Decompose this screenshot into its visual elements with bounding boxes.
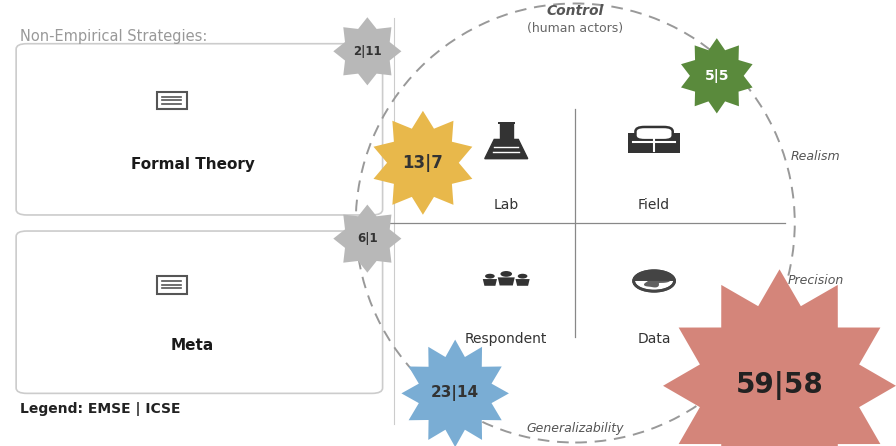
- Circle shape: [485, 274, 495, 279]
- Text: 13|7: 13|7: [402, 154, 444, 172]
- Text: Non-Empirical Strategies:: Non-Empirical Strategies:: [20, 29, 207, 44]
- Text: Realism: Realism: [790, 149, 840, 163]
- FancyBboxPatch shape: [497, 122, 515, 124]
- FancyBboxPatch shape: [628, 133, 680, 153]
- Polygon shape: [483, 279, 497, 286]
- Circle shape: [633, 271, 675, 291]
- Polygon shape: [333, 205, 401, 273]
- FancyBboxPatch shape: [16, 231, 383, 393]
- FancyBboxPatch shape: [16, 44, 383, 215]
- FancyBboxPatch shape: [157, 91, 187, 109]
- Polygon shape: [401, 339, 509, 446]
- Text: Lab: Lab: [494, 198, 519, 212]
- Text: Formal Theory: Formal Theory: [131, 157, 254, 172]
- Circle shape: [501, 271, 512, 277]
- Polygon shape: [681, 38, 753, 113]
- Polygon shape: [485, 140, 528, 159]
- Text: Legend: EMSE | ICSE: Legend: EMSE | ICSE: [20, 402, 180, 416]
- FancyBboxPatch shape: [635, 127, 673, 140]
- FancyBboxPatch shape: [157, 276, 187, 294]
- Polygon shape: [333, 17, 401, 85]
- Polygon shape: [663, 269, 896, 446]
- Text: Respondent: Respondent: [465, 332, 547, 346]
- Text: 5|5: 5|5: [704, 69, 729, 83]
- Text: 6|1: 6|1: [357, 232, 378, 245]
- Text: Control: Control: [547, 4, 604, 18]
- Circle shape: [518, 274, 528, 279]
- Polygon shape: [515, 279, 530, 286]
- Text: 59|58: 59|58: [736, 371, 823, 401]
- Text: Generalizability: Generalizability: [527, 421, 624, 435]
- Text: Data: Data: [637, 332, 671, 346]
- Polygon shape: [500, 124, 513, 140]
- Text: Meta: Meta: [171, 338, 214, 353]
- Text: (human actors): (human actors): [527, 22, 624, 36]
- Text: Field: Field: [638, 198, 670, 212]
- Text: 2|11: 2|11: [353, 45, 382, 58]
- Text: 23|14: 23|14: [431, 385, 479, 401]
- Polygon shape: [374, 111, 472, 215]
- Polygon shape: [633, 281, 675, 287]
- Polygon shape: [633, 271, 675, 281]
- Polygon shape: [497, 277, 515, 285]
- Text: Precision: Precision: [788, 274, 843, 288]
